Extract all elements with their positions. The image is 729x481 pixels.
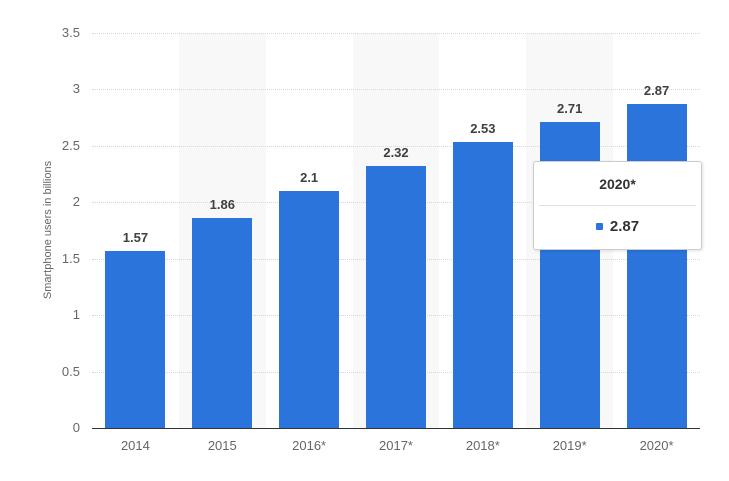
data-label: 2.87	[643, 83, 670, 99]
tooltip-header: 2020*	[539, 162, 696, 206]
tooltip: 2020* 2.87	[533, 161, 702, 250]
x-axis-label: 2019*	[552, 438, 587, 453]
tooltip-value: 2.87	[609, 218, 640, 235]
y-tick-label: 1.5	[61, 250, 80, 266]
y-tick-label: 2	[72, 194, 80, 210]
data-label: 1.57	[122, 229, 149, 245]
x-axis-label: 2015	[207, 438, 237, 453]
bar-2016*[interactable]	[279, 191, 340, 428]
y-tick-label: 3	[72, 81, 80, 97]
gridline	[92, 89, 700, 91]
y-tick-label: 0.5	[61, 363, 80, 379]
bar-2020*[interactable]	[626, 104, 687, 428]
x-axis-label: 2016*	[292, 438, 327, 453]
gridline	[92, 145, 700, 147]
gridline	[92, 33, 700, 34]
bar-2018*[interactable]	[452, 142, 513, 428]
bar-2015[interactable]	[192, 218, 253, 428]
x-axis-label: 2020*	[639, 438, 674, 453]
data-label: 2.71	[557, 101, 583, 117]
x-axis-label: 2014	[120, 438, 150, 453]
y-tick-label: 0	[72, 420, 80, 435]
tooltip-value-row: 2.87	[534, 206, 701, 249]
y-tick-label: 2.5	[61, 137, 80, 153]
series-marker-icon	[595, 223, 603, 230]
bar-2017*[interactable]	[366, 166, 426, 428]
y-tick-label: 1	[72, 307, 80, 323]
x-axis-label: 2018*	[465, 438, 500, 453]
bar-2014[interactable]	[105, 250, 166, 428]
y-tick-label: 3.5	[61, 25, 80, 40]
data-label: 2.1	[300, 170, 319, 185]
data-label: 2.32	[383, 145, 409, 161]
data-label: 2.53	[470, 121, 496, 137]
data-label: 1.86	[209, 197, 235, 213]
y-axis-title: Smartphone users in billions	[42, 160, 54, 300]
x-axis-label: 2017*	[379, 438, 413, 453]
